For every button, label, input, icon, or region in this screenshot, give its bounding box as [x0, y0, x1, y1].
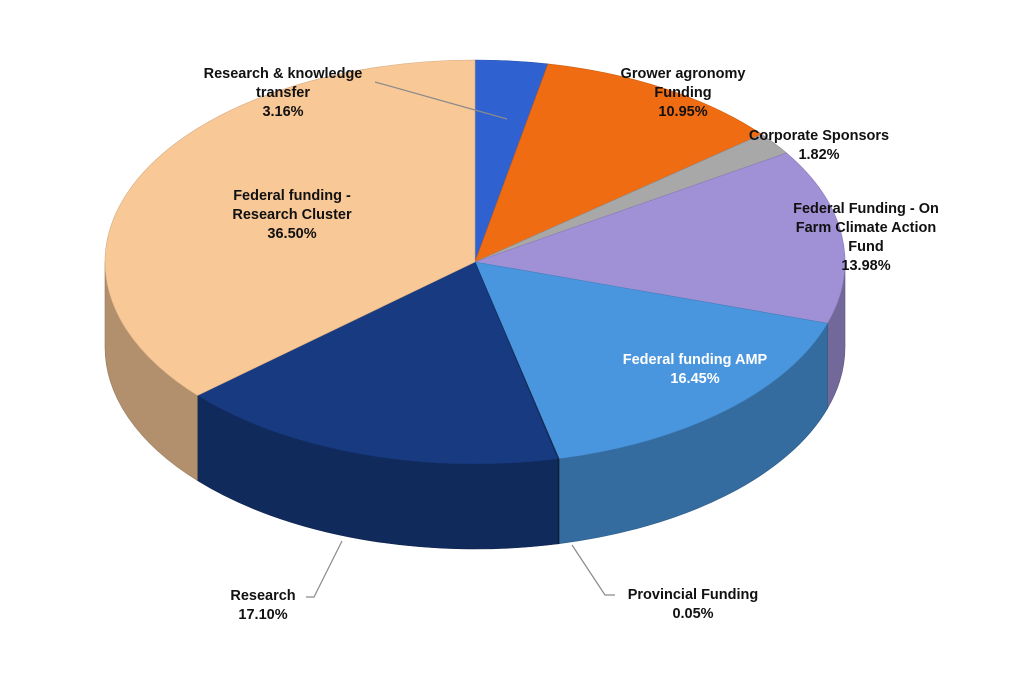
data-label-research-knowledge-transfer: Research & knowledge transfer 3.16%: [204, 66, 363, 120]
data-label-name: Funding: [654, 85, 711, 101]
data-label-value: 36.50%: [267, 226, 316, 242]
data-label-name: Federal funding AMP: [623, 352, 768, 368]
data-label-name: Research Cluster: [232, 207, 352, 223]
leader-line-research-knowledge-transfer: [374, 81, 508, 120]
data-label-value: 17.10%: [238, 607, 287, 623]
leader-line-research: [306, 540, 343, 598]
data-label-corporate-sponsors: Corporate Sponsors 1.82%: [749, 128, 889, 163]
data-label-name: Federal funding -: [233, 188, 351, 204]
data-label-federal-funding-on-farm-climate-action-fund: Federal Funding - On Farm Climate Action F…: [793, 201, 939, 274]
data-label-name: Federal Funding - On: [793, 201, 939, 217]
pie-slice-federal-funding-research-cluster: [104, 59, 476, 396]
data-label-value: 0.05%: [672, 606, 713, 622]
data-label-name: Corporate Sponsors: [749, 128, 889, 144]
data-label-name: Farm Climate Action: [796, 220, 936, 236]
pie-tops: [104, 59, 846, 465]
data-label-research: Research 17.10%: [230, 588, 295, 623]
data-label-provincial-funding: Provincial Funding 0.05%: [628, 587, 759, 622]
data-label-value: 3.16%: [262, 104, 303, 120]
data-label-value: 16.45%: [670, 371, 719, 387]
data-label-name: Research: [230, 588, 295, 604]
pie-slice-grower-agronomy-funding: [474, 63, 763, 263]
leader-lines: [306, 81, 615, 598]
data-label-name: transfer: [256, 85, 310, 101]
data-label-value: 13.98%: [841, 258, 890, 274]
leader-line-provincial-funding: [571, 544, 615, 596]
data-label-name: Fund: [848, 239, 883, 255]
data-label-name: Grower agronomy: [621, 66, 746, 82]
pie-slice-federal-funding-on-farm-climate-action-fund: [473, 152, 846, 324]
data-label-federal-funding-amp: Federal funding AMP 16.45%: [623, 352, 768, 387]
data-label-name: Provincial Funding: [628, 587, 759, 603]
pie-sides: [104, 261, 846, 550]
pie-slice-federal-funding-amp: [474, 261, 829, 460]
data-label-grower-agronomy-funding: Grower agronomy Funding 10.95%: [621, 66, 746, 120]
data-label-name: Research & knowledge: [204, 66, 363, 82]
pie-slice-research: [196, 261, 559, 465]
data-label-value: 10.95%: [658, 104, 707, 120]
data-label-value: 1.82%: [798, 147, 839, 163]
data-label-federal-funding-research-cluster: Federal funding - Research Cluster 36.50%: [232, 188, 352, 242]
slice-labels: Research & knowledge transfer 3.16% Grower …: [204, 66, 939, 623]
